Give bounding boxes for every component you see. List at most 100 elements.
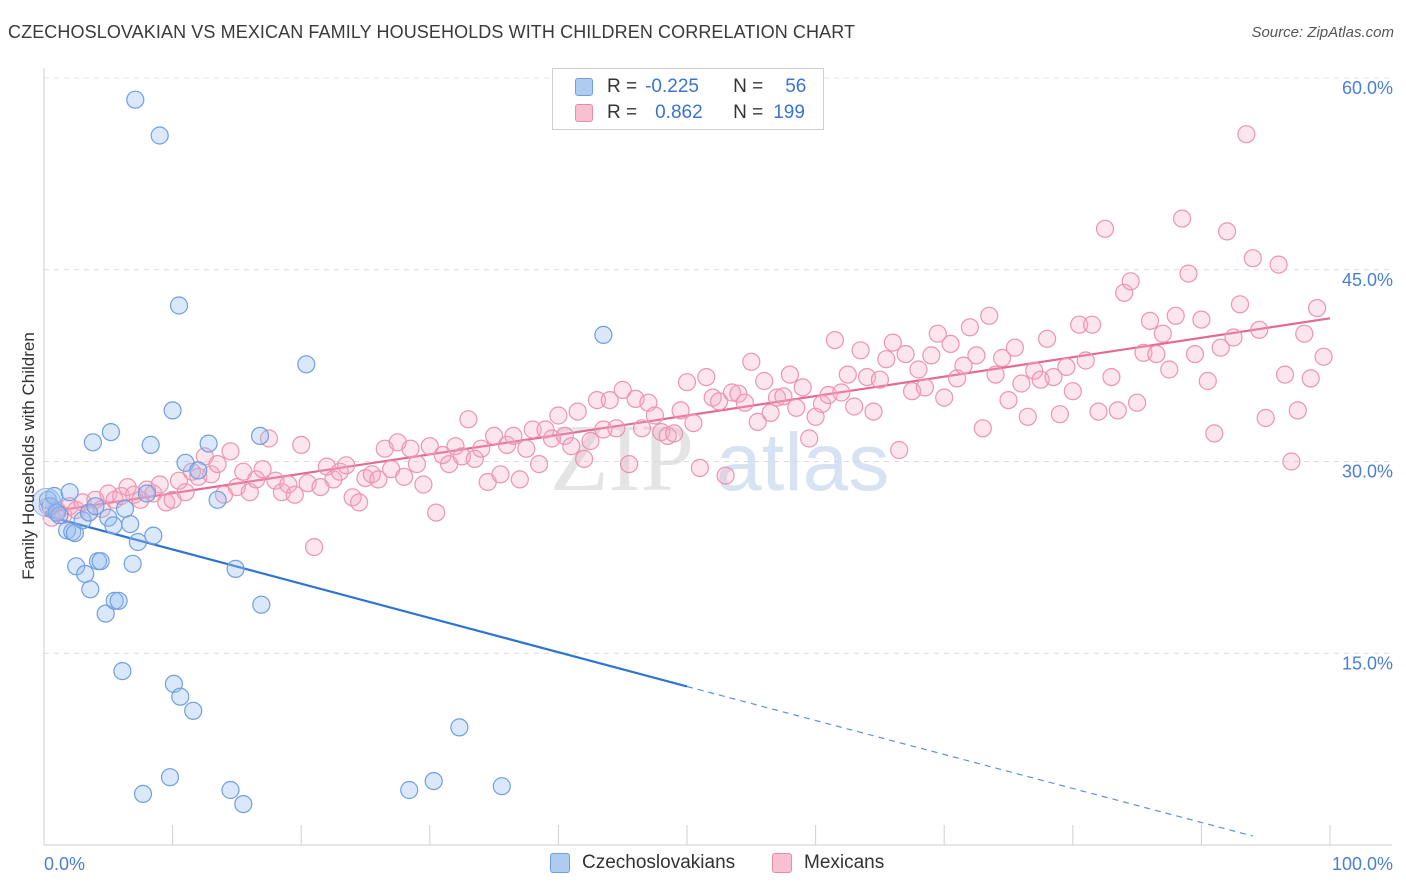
mexican-point (504, 426, 523, 445)
mexican-point (729, 384, 748, 403)
mexican-point (632, 419, 652, 438)
mexican-point (851, 341, 870, 360)
czechoslovakian-point (32, 487, 62, 517)
czechoslovakian-trendline-extension (686, 685, 1253, 837)
legend-r-label: R = (607, 76, 638, 97)
bottom-legend: Czechoslovakians Mexicans (0, 850, 1406, 878)
mexican-point (645, 406, 665, 425)
mexican-point (967, 346, 986, 365)
legend-swatch-czechoslovakians (575, 78, 593, 96)
mexican-point (465, 449, 484, 468)
czechoslovakian-point (144, 526, 163, 545)
mexican-point (755, 371, 774, 391)
mexican-point (735, 393, 755, 412)
mexican-point (1250, 320, 1269, 339)
czechoslovakian-point (226, 559, 245, 579)
x-tick-label: 100.0% (1332, 854, 1393, 874)
bottom-legend-label-czechoslovakians: Czechoslovakians (582, 852, 736, 873)
mexican-point (1140, 311, 1160, 330)
czechoslovakian-point (76, 564, 95, 584)
mexican-point (742, 352, 761, 371)
mexican-point (845, 397, 864, 416)
czechoslovakian-point (297, 355, 316, 374)
mexican-point (497, 435, 517, 454)
czechoslovakian-point (91, 552, 110, 571)
czechoslovakian-point (47, 503, 67, 522)
mexican-point (562, 437, 581, 456)
czechoslovakian-point (163, 401, 182, 420)
mexican-point (1070, 315, 1089, 334)
mexican-point (690, 458, 710, 477)
mexican-point (1179, 264, 1198, 283)
mexican-point (420, 437, 439, 456)
mexican-point (684, 414, 703, 433)
czechoslovakian-point (171, 687, 190, 706)
mexican-point (999, 391, 1018, 410)
mexican-point (1153, 324, 1172, 343)
mexican-point (980, 306, 999, 325)
legend-box: R = -0.225 N = 56 R = 0.862 N = 199 (552, 68, 824, 130)
mexican-point (337, 456, 356, 475)
mexican-point (1037, 329, 1057, 348)
bottom-legend-swatch-czechoslovakians (550, 853, 570, 873)
watermark-atlas: atlas (716, 417, 889, 508)
x-tick-label: 0.0% (44, 854, 85, 874)
mexican-point (877, 350, 896, 369)
y-tick-label: 45.0% (1342, 270, 1393, 290)
czechoslovakian-point (252, 595, 271, 614)
czechoslovakian-point (83, 433, 103, 452)
bottom-legend-mexicans: Mexicans (772, 852, 884, 874)
mexican-point (208, 455, 227, 474)
points-layer (32, 90, 1333, 814)
mexican-point (1198, 371, 1217, 391)
y-tick-label: 15.0% (1342, 653, 1393, 673)
czechoslovakian-point (86, 497, 105, 516)
czechoslovakian-point (141, 435, 160, 454)
czechoslovakian-point (189, 461, 208, 480)
czechoslovakian-point (96, 604, 115, 623)
mexican-point (774, 387, 793, 406)
legend-r-value: -0.225 (645, 76, 699, 97)
mexican-point (1115, 283, 1134, 302)
czechoslovakian-point (105, 591, 124, 610)
mexican-point (716, 466, 735, 485)
mexican-point (510, 470, 529, 489)
czechoslovakian-point (101, 423, 121, 442)
mexican-point (986, 365, 1005, 384)
mexican-point (407, 455, 426, 474)
czechoslovakian-point (424, 771, 443, 791)
mexican-point (459, 410, 478, 429)
mexican-point (1063, 382, 1082, 401)
mexican-point (922, 346, 941, 365)
czechoslovakian-point (113, 661, 132, 681)
mexican-point (1050, 405, 1070, 424)
mexican-point (1185, 345, 1205, 364)
mexican-point (748, 412, 767, 431)
czechoslovakian-point (250, 426, 270, 445)
czechoslovakian-point (208, 490, 227, 509)
mexican-point (1095, 219, 1115, 238)
mexican-point (427, 503, 446, 522)
czechoslovakian-point (115, 499, 135, 518)
mexican-point (896, 345, 915, 364)
y-tick-label: 60.0% (1342, 78, 1393, 98)
mexican-point (1288, 401, 1307, 420)
mexican-point (594, 420, 613, 439)
legend-n-label: N = (733, 102, 764, 123)
chart-title: CZECHOSLOVAKIAN VS MEXICAN FAMILY HOUSEH… (8, 22, 856, 42)
czechoslovakian-point (137, 484, 156, 503)
mexican-point (864, 402, 883, 421)
czechoslovakian-point (169, 296, 189, 315)
mexican-point (935, 388, 954, 407)
mexican-point (761, 403, 780, 422)
czechoslovakian-point (594, 325, 613, 344)
czechoslovakian-point (50, 506, 69, 525)
mexican-point (253, 460, 272, 479)
mexican-point (1089, 402, 1108, 421)
mexican-point (1243, 249, 1262, 268)
mexican-point (574, 449, 594, 468)
mexican-point (619, 455, 639, 474)
czechoslovakian-point (450, 718, 469, 737)
bottom-legend-swatch-mexicans (772, 853, 792, 873)
